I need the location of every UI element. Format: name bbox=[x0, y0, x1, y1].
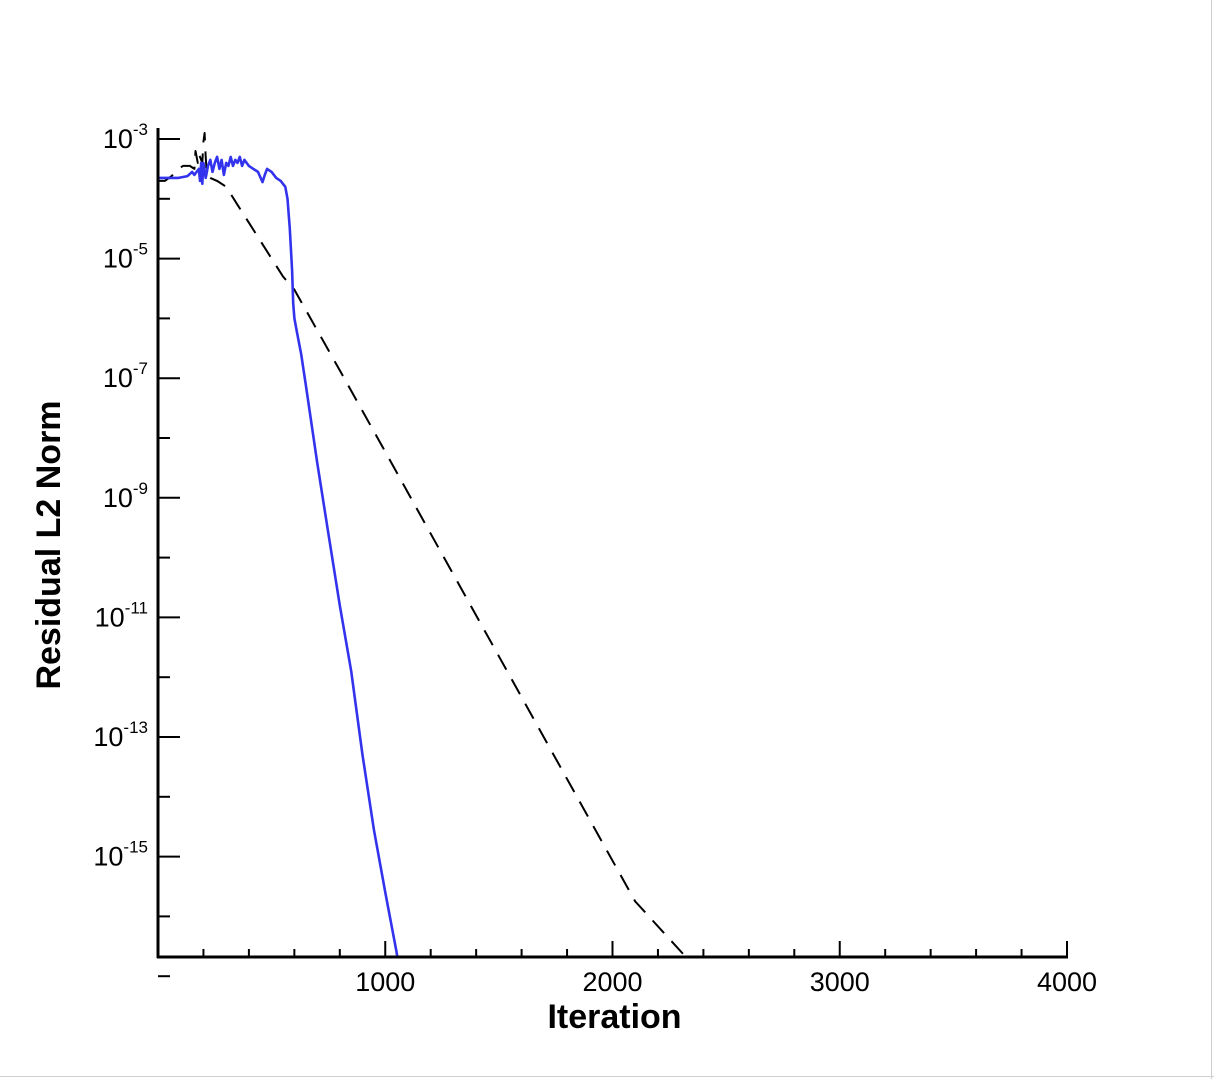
y-axis-title: Residual L2 Norm bbox=[30, 400, 68, 689]
x-tick-label: 3000 bbox=[810, 967, 870, 997]
image-right-edge bbox=[1211, 0, 1212, 1079]
series-dashed-line bbox=[158, 132, 688, 957]
x-axis-title: Iteration bbox=[547, 998, 681, 1036]
y-tick-label: 10-15 bbox=[93, 838, 148, 872]
y-tick-label: 10-13 bbox=[93, 718, 148, 752]
y-tick-label: 10-9 bbox=[103, 479, 148, 513]
y-tick-label: 10-7 bbox=[103, 359, 148, 393]
y-tick-label: 10-5 bbox=[103, 240, 148, 274]
x-tick-label: 4000 bbox=[1037, 967, 1097, 997]
y-tick-label: 10-11 bbox=[95, 598, 148, 632]
x-tick-label: 1000 bbox=[355, 967, 415, 997]
y-tick-label: 10-3 bbox=[103, 120, 148, 154]
series-solid-line bbox=[158, 155, 399, 957]
image-bottom-edge bbox=[0, 1076, 1214, 1077]
x-tick-label: 2000 bbox=[582, 967, 642, 997]
